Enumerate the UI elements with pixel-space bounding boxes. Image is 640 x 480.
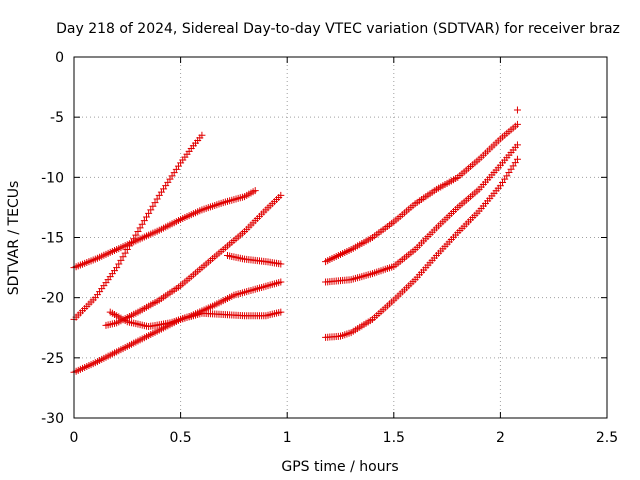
data-point xyxy=(121,249,129,257)
data-point xyxy=(513,106,521,114)
data-point xyxy=(153,195,161,203)
data-point xyxy=(277,308,285,316)
plot-frame xyxy=(73,56,608,419)
series-4 xyxy=(102,191,285,329)
data-point xyxy=(198,131,206,139)
y-tick-label: -30 xyxy=(41,411,64,427)
series-8 xyxy=(513,106,521,114)
x-tick-label: 2 xyxy=(496,430,505,446)
series-9 xyxy=(322,141,521,286)
series-7 xyxy=(322,120,521,266)
data-point xyxy=(513,120,521,128)
x-axis-label: GPS time / hours xyxy=(281,459,398,475)
data-point xyxy=(277,278,285,286)
y-tick-label: -15 xyxy=(41,231,64,247)
data-point xyxy=(513,141,521,149)
data-point xyxy=(123,246,131,254)
data-point xyxy=(117,256,125,264)
data-point xyxy=(151,199,159,207)
data-point xyxy=(138,220,146,228)
data-point xyxy=(277,260,285,268)
data-point xyxy=(251,187,259,195)
series-5 xyxy=(106,278,285,331)
y-tick-label: -5 xyxy=(50,110,64,126)
data-points xyxy=(70,106,521,376)
data-point xyxy=(142,213,150,221)
x-tick-label: 0 xyxy=(70,430,79,446)
x-tick-label: 0.5 xyxy=(169,430,191,446)
y-tick-label: 0 xyxy=(55,50,64,66)
series-10 xyxy=(322,155,521,341)
x-tick-label: 1 xyxy=(283,430,292,446)
y-axis-label: SDTVAR / TECUs xyxy=(6,181,22,296)
data-point xyxy=(145,209,153,217)
data-point xyxy=(149,202,157,210)
x-tick-label: 1.5 xyxy=(383,430,405,446)
data-point xyxy=(277,191,285,199)
chart-title: Day 218 of 2024, Sidereal Day-to-day VTE… xyxy=(56,21,620,37)
data-point xyxy=(130,235,138,243)
x-tick-label: 2.5 xyxy=(596,430,618,446)
data-point xyxy=(132,231,140,239)
data-point xyxy=(119,253,127,261)
data-point xyxy=(136,224,144,232)
y-tick-label: -10 xyxy=(41,170,64,186)
data-point xyxy=(513,155,521,163)
data-point xyxy=(128,238,136,246)
data-point xyxy=(125,242,133,250)
data-point xyxy=(147,206,155,214)
series-6 xyxy=(224,252,285,268)
data-point xyxy=(113,264,121,272)
series-2 xyxy=(70,131,206,323)
series-1 xyxy=(70,187,259,272)
data-point xyxy=(115,260,123,268)
y-tick-label: -20 xyxy=(41,291,64,307)
data-point xyxy=(134,227,142,235)
y-tick-label: -25 xyxy=(41,351,64,367)
data-point xyxy=(140,217,148,225)
